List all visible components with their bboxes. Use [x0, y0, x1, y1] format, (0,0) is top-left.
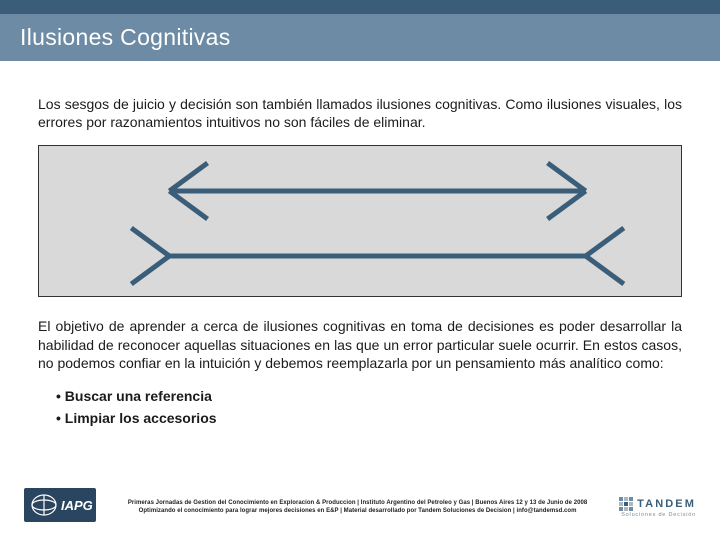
slide-title: Ilusiones Cognitivas: [0, 14, 720, 61]
slide-footer: IAPG Primeras Jornadas de Gestion del Co…: [0, 482, 720, 532]
footer-line-2: Optimizando el conocimiento para lograr …: [104, 507, 611, 515]
objective-paragraph: El objetivo de aprender a cerca de ilusi…: [38, 317, 682, 372]
muller-lyer-illusion: [38, 145, 682, 297]
bullet-item: Buscar una referencia: [56, 386, 682, 408]
iapg-label: IAPG: [61, 498, 93, 513]
tandem-logo: TANDEM Soluciones de Decisión: [619, 497, 696, 518]
tandem-wordmark: TANDEM: [637, 498, 696, 510]
illusion-svg: [39, 146, 681, 296]
bullet-item: Limpiar los accesorios: [56, 408, 682, 430]
slide: Ilusiones Cognitivas Los sesgos de juici…: [0, 0, 720, 540]
tandem-name-row: TANDEM: [619, 497, 696, 511]
tandem-subtitle: Soluciones de Decisión: [619, 512, 696, 518]
iapg-logo: IAPG: [24, 488, 96, 527]
footer-fineprint: Primeras Jornadas de Gestion del Conocim…: [96, 499, 619, 515]
iapg-logo-svg: IAPG: [24, 488, 96, 522]
bullet-list: Buscar una referencia Limpiar los acceso…: [56, 386, 682, 429]
slide-body: Los sesgos de juicio y decisión son tamb…: [0, 61, 720, 429]
tandem-squares-icon: [619, 497, 633, 511]
footer-line-1: Primeras Jornadas de Gestion del Conocim…: [104, 499, 611, 507]
intro-paragraph: Los sesgos de juicio y decisión son tamb…: [38, 95, 682, 131]
